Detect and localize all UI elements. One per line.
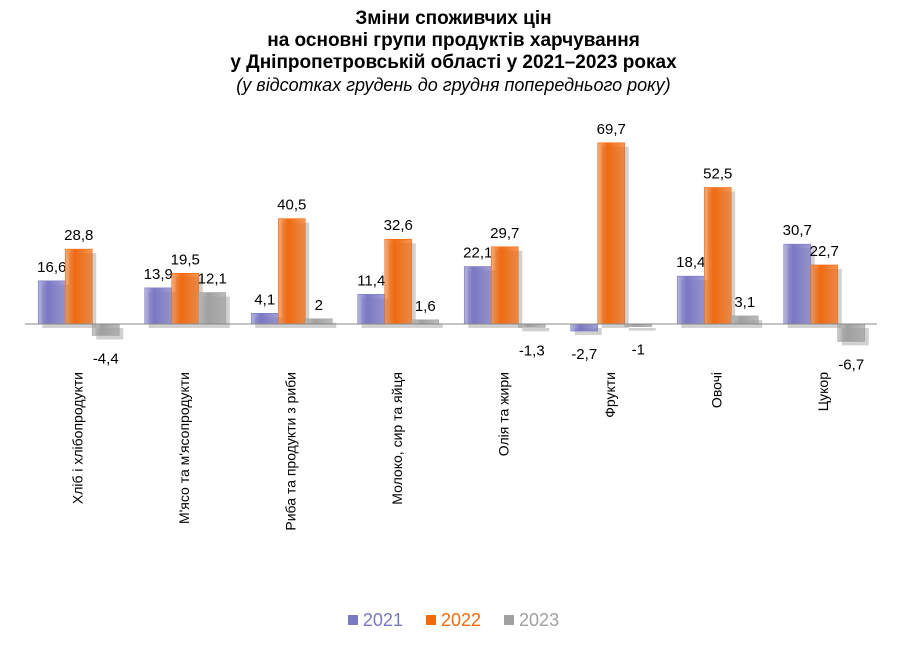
chart-subtitle: (у відсотках грудень до грудня попереднь…: [236, 75, 671, 95]
bar-shadow: [309, 322, 337, 328]
bar-2022-4: [384, 238, 413, 325]
data-label: 16,6: [37, 259, 66, 276]
legend-item-2021: 2021: [347, 609, 403, 631]
bar-2021-1: [37, 280, 66, 325]
data-label: 2: [315, 297, 323, 314]
bar-2021-6: [570, 323, 599, 332]
data-label: 1,6: [415, 298, 436, 315]
chart-title-line-2: на основні групи продуктів харчування: [267, 30, 640, 51]
bar-2023-8: [837, 323, 866, 342]
data-label: 52,5: [703, 166, 732, 183]
data-label: 11,4: [357, 272, 385, 289]
legend-label-2021: 2021: [362, 609, 403, 630]
data-label: 4,1: [254, 291, 275, 308]
bar-2021-5: [463, 266, 492, 325]
bar-2022-2: [171, 272, 200, 325]
data-label: -1: [632, 342, 645, 359]
legend: 2021 2022 2023: [0, 609, 907, 631]
data-label: -1,3: [519, 342, 545, 359]
data-label: 12,1: [198, 271, 227, 288]
bar-shadow: [415, 323, 443, 328]
category-label: М'ясо та м'ясопродукти: [176, 372, 192, 524]
data-label: 69,7: [597, 121, 626, 138]
data-label: -4,4: [93, 350, 119, 367]
category-label: Фрукти: [602, 372, 618, 418]
bar-2023-7: [730, 315, 759, 325]
data-label: 22,7: [810, 243, 839, 260]
bar-2023-5: [517, 323, 546, 328]
category-label: Овочі: [708, 372, 724, 408]
bar-shadow: [628, 328, 656, 331]
bar-2022-1: [64, 248, 93, 325]
data-label: 30,7: [783, 222, 812, 239]
bar-2023-4: [411, 319, 440, 325]
bar-2021-3: [250, 313, 279, 325]
chart-title-line-1: Зміни споживчих цін: [355, 8, 552, 29]
category-label: Молоко, сир та яйця: [389, 372, 405, 505]
data-label: -2,7: [571, 346, 597, 363]
bar-2023-1: [91, 323, 120, 336]
data-label: 22,1: [463, 245, 492, 262]
chart-title-line-3: у Дніпропетровській області у 2021–2023 …: [230, 52, 677, 73]
bar-2022-8: [810, 264, 839, 325]
chart-title-block: Зміни споживчих цін на основні групи про…: [0, 8, 907, 96]
bar-2022-3: [277, 218, 306, 325]
bar-2021-4: [357, 294, 386, 325]
bar-2023-3: [304, 318, 333, 325]
bar-2021-8: [783, 243, 812, 325]
legend-swatch-2022: [425, 615, 436, 625]
legend-label-2023: 2023: [519, 609, 560, 630]
bar-2022-7: [703, 187, 732, 325]
bar-shadow: [522, 328, 550, 332]
data-label: 13,9: [144, 266, 173, 283]
data-label: -6,7: [838, 356, 864, 373]
bar-chart: 16,6 28,8 -4,4 Хліб і хлібопродукти 13,919,5…: [25, 121, 877, 531]
bar-shadow: [574, 328, 602, 336]
bar-2021-7: [676, 275, 705, 325]
data-label: 32,6: [384, 217, 413, 234]
category-label: Риба та продукти з риби: [282, 372, 298, 531]
legend-swatch-2023: [504, 615, 515, 625]
legend-swatch-2021: [347, 615, 358, 625]
bar-2023-2: [198, 292, 227, 325]
category-label: Хліб і хлібопродукти: [69, 372, 85, 504]
data-label: 3,1: [734, 294, 755, 311]
legend-item-2022: 2022: [425, 609, 482, 631]
data-label: 19,5: [171, 251, 200, 268]
legend-item-2023: 2023: [504, 610, 559, 631]
data-label: 28,8: [64, 227, 93, 244]
legend-label-2022: 2022: [440, 609, 482, 630]
data-label: 40,5: [277, 197, 306, 214]
data-label: 18,4: [676, 254, 705, 271]
bar-2022-6: [597, 142, 626, 325]
category-label: Олія та жири: [495, 372, 511, 456]
data-label: 29,7: [490, 225, 519, 242]
category-label: Цукор: [815, 372, 831, 411]
bar-2022-5: [490, 246, 519, 325]
bar-2021-2: [144, 287, 173, 325]
